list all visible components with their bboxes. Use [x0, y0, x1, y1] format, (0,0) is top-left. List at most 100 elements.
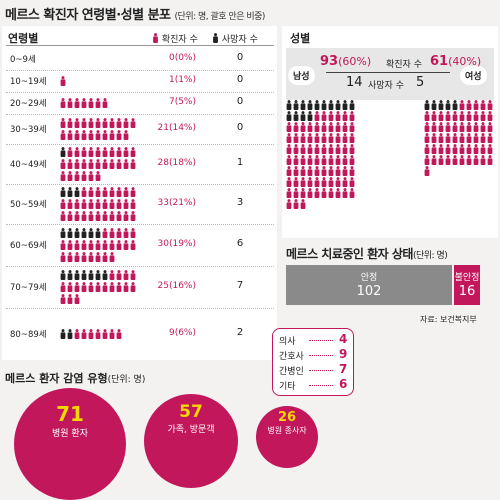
person-icon — [81, 228, 87, 238]
person-icon — [102, 228, 108, 238]
person-icon — [431, 122, 437, 132]
person-icon — [286, 155, 292, 165]
person-icon — [342, 122, 348, 132]
person-icon — [335, 166, 341, 176]
person-icon — [60, 130, 66, 140]
person-icon — [81, 98, 87, 108]
person-icon — [102, 118, 108, 128]
male-label: 남성 — [288, 66, 315, 85]
confirmed-count: 21(14%) — [157, 123, 196, 133]
person-icon — [293, 122, 299, 132]
page-title: 메르스 확진자 연령별·성별 분포 (단위: 명, 괄호 안은 비중) — [5, 8, 265, 23]
person-icon — [123, 130, 129, 140]
person-icon — [88, 252, 94, 262]
person-icon — [445, 111, 451, 121]
person-icon — [81, 282, 87, 292]
person-icon — [109, 159, 115, 169]
staff-item-doctor: 의사 4 — [279, 332, 348, 347]
person-icon — [300, 100, 306, 110]
person-icon — [116, 118, 122, 128]
person-icon — [424, 122, 430, 132]
confirmed-count: 28(18%) — [157, 158, 196, 168]
person-icon — [293, 155, 299, 165]
person-icon — [424, 133, 430, 143]
person-icon — [116, 282, 122, 292]
person-icon — [116, 159, 122, 169]
person-icon — [459, 122, 465, 132]
person-icon — [81, 171, 87, 181]
person-icon — [480, 144, 486, 154]
person-icon — [102, 240, 108, 250]
person-icon — [286, 199, 292, 209]
person-icon — [123, 211, 129, 221]
person-icon — [81, 240, 87, 250]
death-count: 0 — [236, 74, 244, 85]
person-icon — [109, 252, 115, 262]
sex-summary-box: 남성 여성 93(60%) 확진자 수 61(40%) 14 사망자 수 5 — [286, 48, 494, 100]
person-icon — [438, 122, 444, 132]
person-icon — [95, 199, 101, 209]
person-icon — [116, 211, 122, 221]
death-count: 0 — [236, 96, 244, 107]
person-icon — [424, 155, 430, 165]
person-icon — [95, 329, 101, 339]
person-icon — [74, 228, 80, 238]
person-icon — [335, 122, 341, 132]
stable-bar: 안정 102 — [286, 265, 452, 305]
confirmed-label: 확진자 수 — [386, 60, 422, 70]
staff-breakdown-box: 의사 4 간호사 9 간병인 7 기타 6 — [272, 328, 354, 396]
person-icon — [109, 147, 115, 157]
person-icon — [74, 171, 80, 181]
person-icon — [60, 228, 66, 238]
person-icon — [67, 252, 73, 262]
person-icon — [286, 100, 292, 110]
person-icon — [123, 199, 129, 209]
person-icon — [95, 228, 101, 238]
row-separator — [6, 184, 274, 185]
person-icon — [74, 147, 80, 157]
person-icon — [67, 329, 73, 339]
person-icon — [328, 188, 334, 198]
person-icon — [130, 282, 136, 292]
age-group-label: 70~79세 — [10, 283, 47, 293]
person-icon — [321, 133, 327, 143]
person-icon — [349, 188, 355, 198]
person-icon — [67, 199, 73, 209]
person-icon — [307, 188, 313, 198]
person-icon — [473, 100, 479, 110]
person-icon — [123, 118, 129, 128]
age-group-label: 80~89세 — [10, 330, 47, 340]
person-icon — [321, 144, 327, 154]
person-icon — [300, 133, 306, 143]
person-icon — [321, 166, 327, 176]
person-icon — [123, 240, 129, 250]
confirmed-count: 7(5%) — [168, 97, 196, 107]
person-icon — [74, 329, 80, 339]
person-icon — [466, 100, 472, 110]
person-icon — [438, 144, 444, 154]
person-icon — [487, 133, 493, 143]
person-icon — [74, 240, 80, 250]
person-icon — [349, 122, 355, 132]
row-separator — [6, 114, 274, 115]
person-icon — [293, 133, 299, 143]
person-icon — [123, 147, 129, 157]
person-icon — [321, 122, 327, 132]
death-count: 0 — [236, 122, 244, 133]
person-icon — [88, 199, 94, 209]
person-icon — [487, 100, 493, 110]
person-icon — [487, 122, 493, 132]
person-icon — [95, 130, 101, 140]
person-icon — [314, 155, 320, 165]
death-count: 6 — [236, 238, 244, 249]
person-icon — [335, 155, 341, 165]
person-icon — [431, 155, 437, 165]
person-icon — [81, 270, 87, 280]
person-icon — [286, 111, 292, 121]
row-separator — [6, 308, 274, 309]
person-icon — [95, 282, 101, 292]
person-icon — [88, 118, 94, 128]
person-icon — [459, 133, 465, 143]
person-icon — [307, 155, 313, 165]
person-icon — [445, 122, 451, 132]
